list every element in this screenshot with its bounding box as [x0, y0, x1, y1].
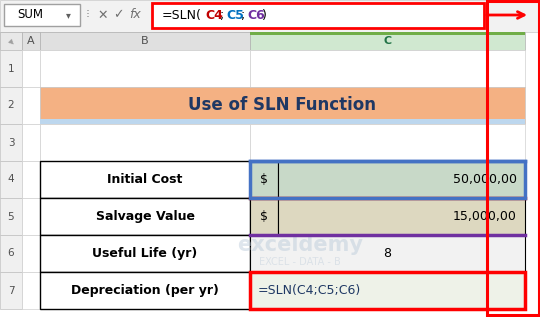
Bar [40, 161, 250, 198]
Bar [250, 198, 525, 235]
Bar [22, 50, 40, 87]
Text: C4: C4 [205, 9, 223, 22]
Bar [40, 198, 250, 235]
Text: ✓: ✓ [113, 9, 123, 22]
Bar [40, 87, 525, 124]
Text: ;: ; [241, 9, 245, 22]
Bar [22, 272, 40, 309]
Text: Use of SLN Function: Use of SLN Function [188, 95, 376, 113]
Text: 3: 3 [8, 138, 15, 147]
Bar [4, 4, 80, 26]
Bar [40, 235, 250, 272]
Bar [152, 3, 484, 28]
Bar [0, 198, 22, 235]
Text: =SLN(: =SLN( [162, 9, 202, 22]
Bar [250, 235, 525, 272]
Bar [0, 87, 22, 124]
Bar [0, 124, 22, 161]
Bar [22, 198, 40, 235]
Text: EXCEL - DATA - B: EXCEL - DATA - B [259, 257, 341, 267]
Text: 6: 6 [8, 249, 15, 258]
Bar [278, 198, 525, 235]
Text: B: B [141, 36, 149, 46]
Bar [40, 272, 250, 309]
Bar [40, 198, 250, 235]
Bar [40, 235, 250, 272]
Text: 5: 5 [8, 211, 15, 222]
Bar [250, 161, 525, 198]
Text: Initial Cost: Initial Cost [107, 173, 183, 186]
Text: C: C [383, 36, 392, 46]
Bar [40, 161, 250, 198]
Text: ): ) [262, 9, 267, 22]
Bar [40, 32, 250, 50]
Text: Depreciation (per yr): Depreciation (per yr) [71, 284, 219, 297]
Bar [22, 235, 40, 272]
Bar [40, 119, 525, 124]
Text: 2: 2 [8, 100, 15, 111]
Text: ▲: ▲ [7, 37, 15, 45]
Text: SUM: SUM [17, 9, 43, 22]
Text: $: $ [260, 210, 268, 223]
Text: A: A [27, 36, 35, 46]
Text: 4: 4 [8, 174, 15, 184]
Text: 50,000,00: 50,000,00 [453, 173, 517, 186]
Text: ▾: ▾ [65, 10, 70, 20]
Bar [0, 161, 22, 198]
Bar [250, 124, 525, 161]
Bar [250, 32, 525, 50]
Bar [250, 161, 525, 198]
Text: 7: 7 [8, 286, 15, 295]
Bar [0, 235, 22, 272]
Bar [0, 32, 22, 50]
Text: Useful Life (yr): Useful Life (yr) [92, 247, 198, 260]
Text: fx: fx [129, 9, 141, 22]
Bar [250, 161, 278, 198]
Bar [250, 235, 525, 272]
Bar [22, 32, 40, 50]
Bar [278, 161, 525, 198]
Text: 15,000,00: 15,000,00 [453, 210, 517, 223]
Bar [487, 1, 539, 315]
Text: =SLN(C4;C5;C6): =SLN(C4;C5;C6) [258, 284, 361, 297]
Bar [40, 272, 250, 309]
Text: exceldemy: exceldemy [237, 235, 363, 255]
Text: 1: 1 [8, 63, 15, 74]
Bar [22, 161, 40, 198]
Text: ⁝: ⁝ [86, 9, 90, 22]
Text: ;: ; [220, 9, 224, 22]
Bar [0, 50, 22, 87]
Bar [250, 272, 525, 309]
Text: C5: C5 [226, 9, 244, 22]
Bar [250, 272, 525, 309]
Text: 8: 8 [383, 247, 392, 260]
Text: $: $ [260, 173, 268, 186]
Bar [250, 32, 525, 35]
Text: C6: C6 [247, 9, 265, 22]
Bar [0, 0, 540, 32]
Bar [250, 198, 278, 235]
Text: ✕: ✕ [98, 9, 108, 22]
Bar [22, 87, 40, 124]
Bar [40, 50, 250, 87]
Bar [250, 272, 525, 309]
Text: Salvage Value: Salvage Value [96, 210, 194, 223]
Bar [22, 124, 40, 161]
Bar [250, 50, 525, 87]
Bar [40, 124, 250, 161]
Bar [0, 272, 22, 309]
